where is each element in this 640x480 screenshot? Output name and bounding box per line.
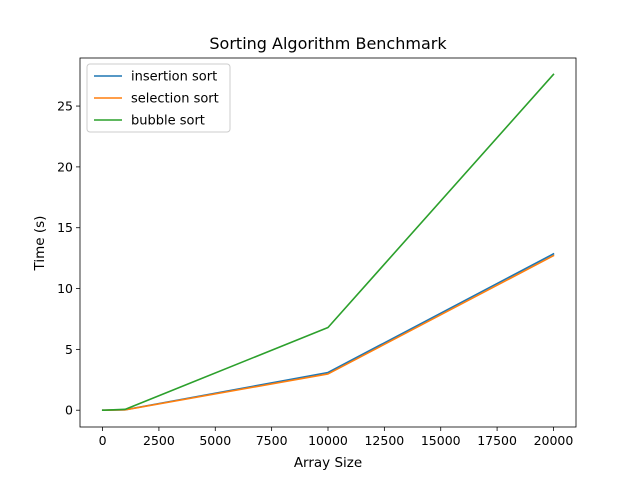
legend-box [86,63,231,133]
y-tick-label: 25 [57,99,73,114]
legend-label: selection sort [131,92,219,107]
x-tick-label: 15000 [421,433,461,448]
x-tick-label: 20000 [534,433,574,448]
series-layer [101,73,555,412]
x-axis-label: Array Size [294,455,362,471]
x-tick-label: 12500 [364,433,404,448]
y-tick-label: 10 [57,281,73,296]
x-tick-label: 0 [99,433,107,448]
x-tick-label: 17500 [477,433,517,448]
y-tick-label: 0 [65,403,73,418]
legend: insertion sort selection sort bubble sort [86,63,231,133]
x-tick-label: 5000 [199,433,231,448]
y-axis-label: Time (s) [32,216,48,272]
series-line-2 [101,73,555,412]
x-tick-label: 10000 [308,433,348,448]
y-tick-label: 5 [65,342,73,357]
y-axis-ticks: 0 5 10 15 20 25 [57,99,80,418]
x-tick-label: 2500 [143,433,175,448]
legend-label: insertion sort [131,70,217,85]
y-tick-label: 15 [57,220,73,235]
x-tick-label: 7500 [256,433,288,448]
y-tick-label: 20 [57,159,73,174]
legend-label: bubble sort [131,114,205,129]
x-axis-ticks: 0 2500 5000 7500 10000 12500 15000 17500 20000 [99,427,574,448]
chart-title: Sorting Algorithm Benchmark [209,34,447,53]
